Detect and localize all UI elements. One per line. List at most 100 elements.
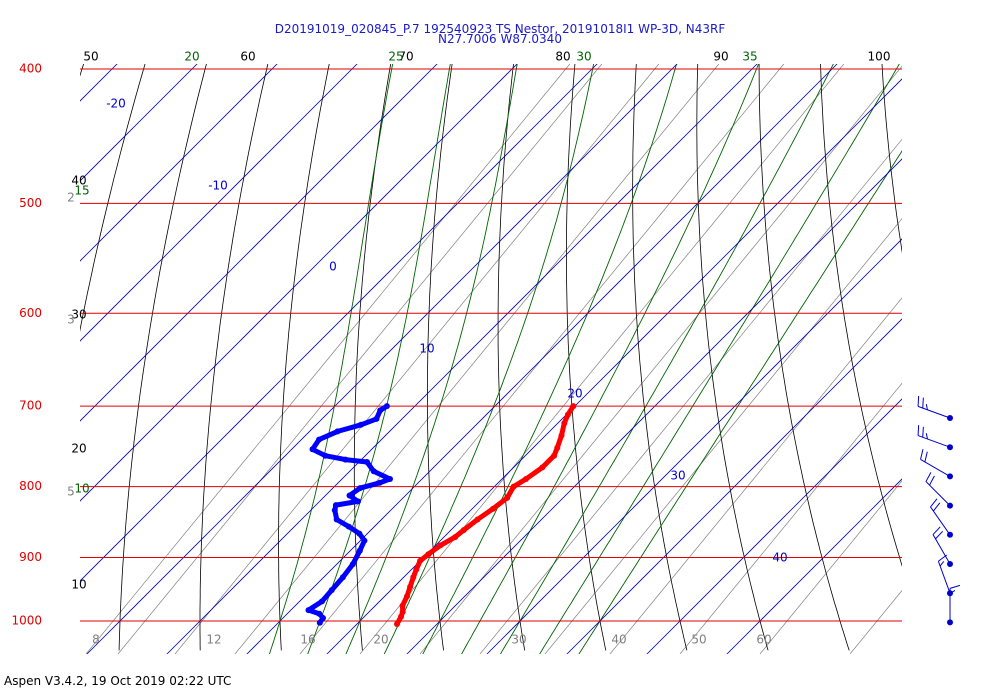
- dewpoint-profile-point: [334, 428, 341, 435]
- dry-adiabat-line: [696, 64, 769, 651]
- mixing-ratio-label: 2: [67, 191, 75, 205]
- dewpoint-profile-point: [346, 492, 353, 499]
- dry-adiabat-label: 70: [398, 50, 413, 64]
- moist-adiabat-line: [345, 620, 361, 654]
- wind-barb-shaft: [930, 506, 951, 536]
- dewpoint-profile-point: [316, 436, 322, 443]
- moist-adiabat-label: 10: [74, 482, 89, 496]
- dewpoint-profile-point: [305, 607, 312, 614]
- dewpoint-profile-point: [319, 598, 325, 605]
- mixing-ratio-label: 3: [67, 313, 75, 327]
- mixing-ratio-line: [419, 65, 902, 654]
- wind-barb-flag: [949, 589, 956, 594]
- wind-barb-flag: [922, 397, 924, 409]
- temperature-profile-point: [504, 494, 511, 501]
- dry-adiabat-line: [278, 64, 330, 651]
- mixing-ratio-label: 50: [691, 633, 706, 647]
- pressure-tick-label: 700: [19, 399, 42, 413]
- mixing-ratio-label: 60: [756, 633, 771, 647]
- moist-adiabat-line: [383, 620, 401, 654]
- temperature-profile-point: [404, 593, 410, 600]
- wind-barb-shaft: [925, 481, 951, 506]
- wind-barb-shaft: [932, 534, 951, 565]
- isotherm-line: [80, 64, 358, 342]
- temperature-profile-point: [460, 527, 467, 534]
- pressure-tick-label: 600: [19, 306, 42, 320]
- dry-adiabat-label: 60: [240, 50, 255, 64]
- dry-adiabat-line: [758, 64, 850, 651]
- chart-location: N27.7006 W87.0340: [438, 32, 562, 46]
- dewpoint-profile-point: [320, 615, 326, 621]
- pressure-tick-label: 400: [19, 62, 42, 76]
- mixing-ratio-label: 12: [206, 633, 221, 647]
- wind-barb-flag: [925, 403, 928, 410]
- moist-adiabat-line: [399, 64, 595, 622]
- wind-barb-flag: [949, 584, 961, 589]
- temperature-profile-point: [490, 505, 497, 512]
- sounding-profiles: [305, 403, 577, 627]
- dry-adiabat-line: [881, 64, 902, 254]
- dewpoint-profile-point: [376, 479, 383, 486]
- isotherm-line: [86, 64, 678, 654]
- isotherms: [80, 64, 902, 654]
- mixing-ratio-label: 30: [511, 633, 526, 647]
- temperature-profile-line: [394, 403, 576, 627]
- dewpoint-profile-point: [328, 587, 335, 594]
- isotherm-label: -10: [208, 179, 228, 193]
- temperature-profile-point: [474, 516, 481, 523]
- wind-barb-flag: [924, 451, 928, 463]
- wind-barb-shaft: [920, 458, 951, 477]
- mixing-ratio-line: [679, 382, 902, 654]
- wind-barb: [932, 526, 953, 567]
- dewpoint-profile-point: [332, 502, 339, 509]
- dry-adiabat-line: [118, 64, 207, 651]
- temperature-profile-point: [417, 557, 424, 564]
- temperature-profile-point: [407, 583, 414, 590]
- moist-adiabat-label: 20: [184, 50, 199, 64]
- dry-adiabat-label: 20: [71, 442, 86, 456]
- temperature-profile-point: [394, 621, 400, 627]
- temperature-profile-point: [399, 602, 406, 609]
- pressure-tick-label: 1000: [11, 614, 42, 628]
- wind-barb-station: [947, 473, 953, 480]
- dry-adiabat-line: [80, 64, 85, 77]
- isotherm-line: [80, 64, 518, 502]
- wind-barb-station: [947, 415, 953, 421]
- pressure-tick-label: 500: [19, 196, 42, 210]
- mixing-ratio-line: [544, 218, 902, 654]
- wind-barb: [947, 584, 961, 626]
- isotherm-line: [726, 478, 902, 654]
- wind-barb-station: [947, 561, 953, 567]
- isotherm-line: [486, 238, 902, 654]
- temperature-profile-point: [510, 483, 517, 490]
- isotherm-line: [80, 64, 598, 582]
- dewpoint-profile-point: [361, 537, 368, 544]
- axis-labels: 400 500 600 700 800 900 1000 -20 -10 0 10 20 30 40 50 6…: [11, 50, 890, 647]
- dewpoint-profile-point: [322, 452, 329, 459]
- dry-adiabats: [80, 64, 902, 651]
- temperature-profile-point: [558, 432, 565, 439]
- mixing-ratio-line: [117, 64, 603, 654]
- mixing-ratio-label: 16: [300, 633, 315, 647]
- wind-barb-flag: [925, 433, 928, 440]
- dry-adiabat-label: 90: [713, 50, 728, 64]
- dry-adiabat-line: [632, 64, 688, 651]
- isotherm-label: 30: [670, 469, 685, 483]
- dewpoint-profile-point: [349, 561, 356, 568]
- temperature-profile-point: [399, 608, 406, 615]
- isotherm-line: [80, 64, 118, 102]
- moist-adiabat-line: [519, 64, 834, 622]
- isotherm-line: [326, 78, 902, 654]
- wind-barb-flag: [938, 554, 948, 562]
- moist-adiabat-line: [269, 620, 281, 654]
- dewpoint-profile-point: [356, 547, 363, 554]
- dry-adiabat-label: 10: [71, 578, 86, 592]
- temperature-profile-point: [554, 444, 561, 451]
- dry-adiabat-label: 30: [71, 308, 86, 322]
- dry-adiabat-line: [566, 64, 607, 651]
- wind-barb: [930, 498, 953, 538]
- isotherm-line: [406, 158, 902, 654]
- mixing-ratio-label: 40: [611, 633, 626, 647]
- dry-adiabat-line: [80, 64, 146, 333]
